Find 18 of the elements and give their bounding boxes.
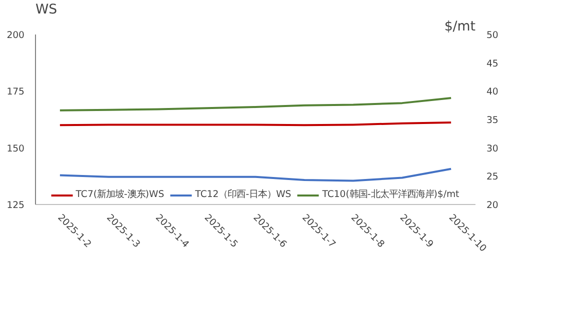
y-axis-title: WS [36, 2, 58, 18]
line-series [58, 168, 452, 182]
y-tick-label: 175 [6, 86, 25, 98]
y2-tick-label: 30 [486, 143, 498, 154]
y2-tick-label: 40 [486, 86, 498, 98]
y-tick-label: 150 [6, 143, 25, 154]
y2-tick-label: 45 [486, 58, 498, 70]
y2-tick-label: 35 [486, 115, 498, 126]
y2-tick-label: 20 [486, 200, 498, 211]
y-tick-label: 200 [6, 30, 25, 41]
legend-label: TC10(韩国-北太平洋西海岸)$/mt [322, 188, 460, 201]
y2-tick-label: 50 [486, 30, 498, 41]
y2-tick-label: 25 [486, 172, 498, 183]
legend-label: TC12（印西-日本）WS [195, 188, 292, 201]
legend-label: TC7(新加坡-澳东)WS [76, 188, 164, 201]
line-series [58, 96, 452, 112]
y2-axis-title: $/mt [444, 20, 476, 34]
y-tick-label: 125 [6, 200, 25, 211]
